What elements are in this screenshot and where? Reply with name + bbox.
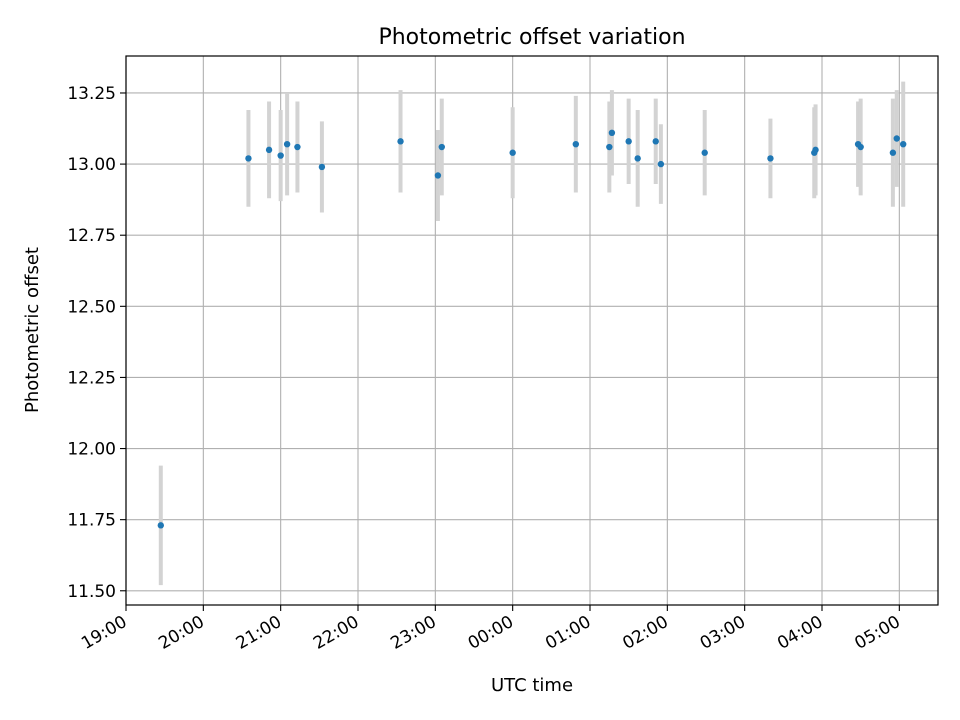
y-tick-label: 13.25 — [67, 84, 116, 104]
data-point — [265, 146, 273, 154]
y-tick-label: 11.50 — [67, 582, 116, 602]
data-point — [572, 140, 580, 148]
data-point — [657, 160, 665, 168]
plot-frame — [125, 55, 939, 606]
data-point — [245, 155, 252, 162]
data-point — [625, 138, 632, 145]
data-points — [157, 129, 907, 529]
chart-title: Photometric offset variation — [378, 25, 685, 50]
data-point — [812, 146, 819, 154]
data-point — [634, 155, 641, 162]
data-point — [893, 135, 900, 142]
data-point — [857, 143, 864, 151]
data-point — [608, 129, 616, 137]
data-point — [283, 140, 291, 148]
y-tick-label: 12.00 — [67, 440, 116, 460]
data-point — [438, 143, 445, 151]
y-tick-label: 13.00 — [67, 155, 116, 175]
data-point — [318, 163, 326, 171]
y-axis-label: Photometric offset — [22, 247, 43, 413]
y-tick-label: 11.75 — [67, 511, 116, 531]
y-tick-label: 12.50 — [67, 297, 116, 317]
data-point — [606, 143, 613, 151]
data-point — [652, 138, 659, 145]
y-tick-label: 12.25 — [67, 368, 116, 388]
data-point — [509, 149, 516, 156]
data-point — [397, 138, 404, 145]
data-point — [277, 152, 284, 159]
data-point — [434, 172, 442, 179]
y-tick-label: 12.75 — [67, 226, 116, 246]
data-point — [889, 149, 897, 156]
data-point — [701, 149, 708, 156]
data-point — [900, 140, 907, 148]
x-axis-label: UTC time — [491, 675, 573, 696]
data-point — [157, 522, 164, 529]
data-point — [767, 155, 774, 162]
y-axis-ticks: 11.50 11.75 12.00 12.25 12.50 12.75 13.00 13.25 — [67, 84, 126, 602]
data-point — [294, 143, 301, 151]
